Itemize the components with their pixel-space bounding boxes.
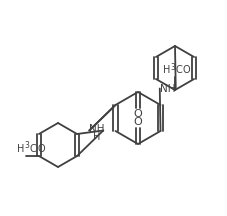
Text: O: O xyxy=(182,65,190,75)
Text: O: O xyxy=(37,144,45,154)
Text: H: H xyxy=(163,65,171,75)
Text: NH: NH xyxy=(160,84,175,94)
Text: H: H xyxy=(93,132,100,143)
Text: 3: 3 xyxy=(25,141,29,151)
Text: C: C xyxy=(30,144,36,154)
Text: NH: NH xyxy=(89,124,104,135)
Text: O: O xyxy=(134,109,142,119)
Text: H: H xyxy=(17,144,25,154)
Text: C: C xyxy=(176,65,182,75)
Text: 3: 3 xyxy=(170,62,175,71)
Text: O: O xyxy=(134,117,142,127)
